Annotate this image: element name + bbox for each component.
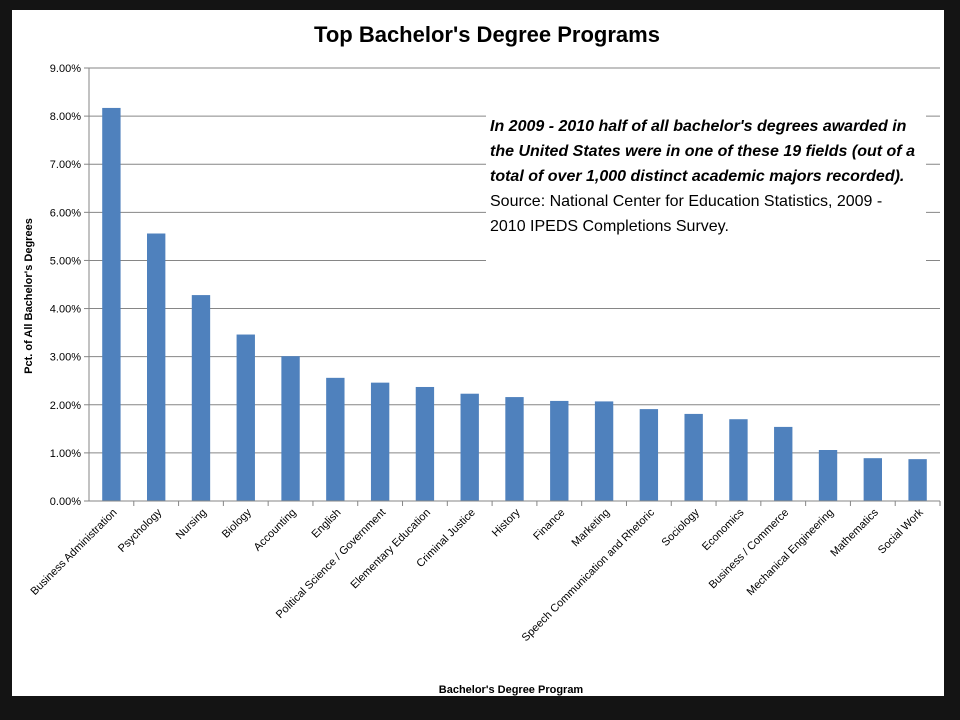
x-category-label: History	[490, 506, 523, 539]
y-tick-label: 2.00%	[50, 400, 81, 412]
x-category-label: Business Administration	[28, 507, 119, 598]
bar-chart: Top Bachelor's Degree Programs 0.00% 1.00…	[23, 22, 941, 696]
bar	[415, 386, 435, 501]
bar	[236, 334, 255, 501]
bar	[684, 413, 703, 501]
y-axis-title: Pct. of All Bachelor's Degrees	[23, 218, 35, 374]
x-category-label: Accounting	[252, 507, 299, 554]
bar	[191, 295, 211, 501]
bar	[281, 356, 300, 501]
x-category-label: Elementary Education	[348, 507, 433, 592]
bar	[774, 426, 793, 501]
x-category-label: Economics	[700, 506, 747, 553]
x-category-label: Business / Commerce	[707, 507, 792, 592]
x-category-label: Sociology	[660, 506, 703, 549]
bar	[460, 393, 479, 501]
bar	[729, 419, 748, 501]
bar	[147, 233, 166, 501]
y-tick-label: 7.00%	[50, 159, 81, 171]
bar	[370, 382, 390, 501]
bar	[505, 397, 524, 501]
chart-title: Top Bachelor's Degree Programs	[314, 22, 660, 47]
y-tick-label: 8.00%	[50, 111, 81, 123]
x-category-label: Nursing	[174, 507, 209, 542]
y-tick-label: 5.00%	[50, 255, 81, 267]
x-category-label: Mechanical Engineering	[745, 507, 837, 599]
bar	[639, 409, 659, 501]
x-category-label: English	[309, 507, 343, 541]
x-category-label: Marketing	[570, 507, 613, 550]
x-axis-title: Bachelor's Degree Program	[439, 684, 584, 696]
y-tick-label: 6.00%	[50, 207, 81, 219]
y-tick-label: 3.00%	[50, 352, 81, 364]
bar	[326, 377, 345, 501]
y-tick-label: 0.00%	[50, 496, 81, 508]
chart-panel: Top Bachelor's Degree Programs 0.00% 1.00…	[12, 10, 944, 696]
bar	[594, 401, 614, 501]
y-tick-label: 9.00%	[50, 63, 81, 75]
chart-annotation: In 2009 - 2010 half of all bachelor's de…	[486, 110, 926, 272]
x-category-label: Psychology	[116, 506, 165, 555]
bar	[908, 459, 927, 501]
y-axis-ticks: 0.00% 1.00% 2.00% 3.00% 4.00% 5.00% 6.00% 7.00%…	[50, 63, 89, 508]
annotation-source: Source: National Center for Education St…	[490, 193, 883, 235]
y-tick-label: 4.00%	[50, 304, 81, 316]
axes	[88, 68, 940, 502]
x-category-label: Biology	[220, 506, 254, 540]
bars	[102, 107, 927, 501]
bar	[863, 458, 882, 501]
bar	[550, 400, 569, 501]
x-category-label: Mathematics	[828, 506, 881, 559]
x-category-label: Finance	[531, 507, 567, 543]
bar	[818, 450, 838, 501]
x-category-label: Social Work	[876, 506, 926, 556]
bar	[102, 107, 121, 501]
y-tick-label: 1.00%	[50, 448, 81, 460]
annotation-emphasis: In 2009 - 2010 half of all bachelor's de…	[490, 118, 915, 185]
